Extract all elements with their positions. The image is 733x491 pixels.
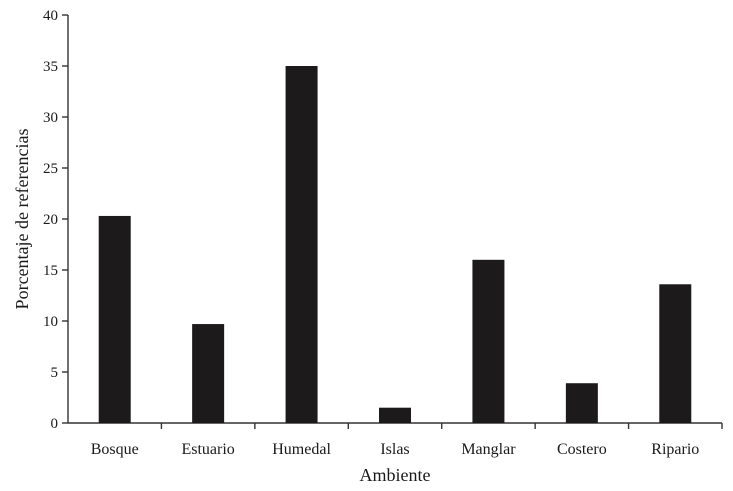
x-tick-label-ripario: Ripario xyxy=(651,441,699,458)
y-tick-label: 30 xyxy=(43,110,58,126)
bar-estuario xyxy=(192,324,225,423)
x-tick-label-estuario: Estuario xyxy=(181,441,234,458)
bar-humedal xyxy=(285,66,318,423)
bars xyxy=(98,66,692,423)
x-tick-label-humedal: Humedal xyxy=(272,441,331,458)
bar-manglar xyxy=(472,259,505,423)
bar-costero xyxy=(565,383,598,423)
y-tick-label: 40 xyxy=(43,8,58,24)
y-tick-label: 20 xyxy=(43,212,58,228)
y-tick-label: 0 xyxy=(51,416,59,432)
bar-bosque xyxy=(98,215,131,423)
y-axis: 0 5 10 15 20 25 30 35 40 xyxy=(43,8,69,432)
y-tick-label: 15 xyxy=(43,263,58,279)
y-tick-label: 5 xyxy=(51,365,59,381)
y-tick-label: 35 xyxy=(43,59,58,75)
x-tick-label-manglar: Manglar xyxy=(461,441,516,458)
x-tick-label-islas: Islas xyxy=(380,441,409,458)
x-tick-label-bosque: Bosque xyxy=(91,441,139,458)
x-axis-title: Ambiente xyxy=(360,465,431,485)
y-tick-label: 10 xyxy=(43,314,58,330)
x-axis: Bosque Estuario Humedal Islas Manglar Costero… xyxy=(68,422,723,458)
y-axis-title: Porcentaje de referencias xyxy=(12,129,32,310)
y-tick-label: 25 xyxy=(43,161,58,177)
bar-islas xyxy=(379,407,411,423)
bar-ripario xyxy=(659,284,692,423)
x-tick-label-costero: Costero xyxy=(557,441,607,458)
